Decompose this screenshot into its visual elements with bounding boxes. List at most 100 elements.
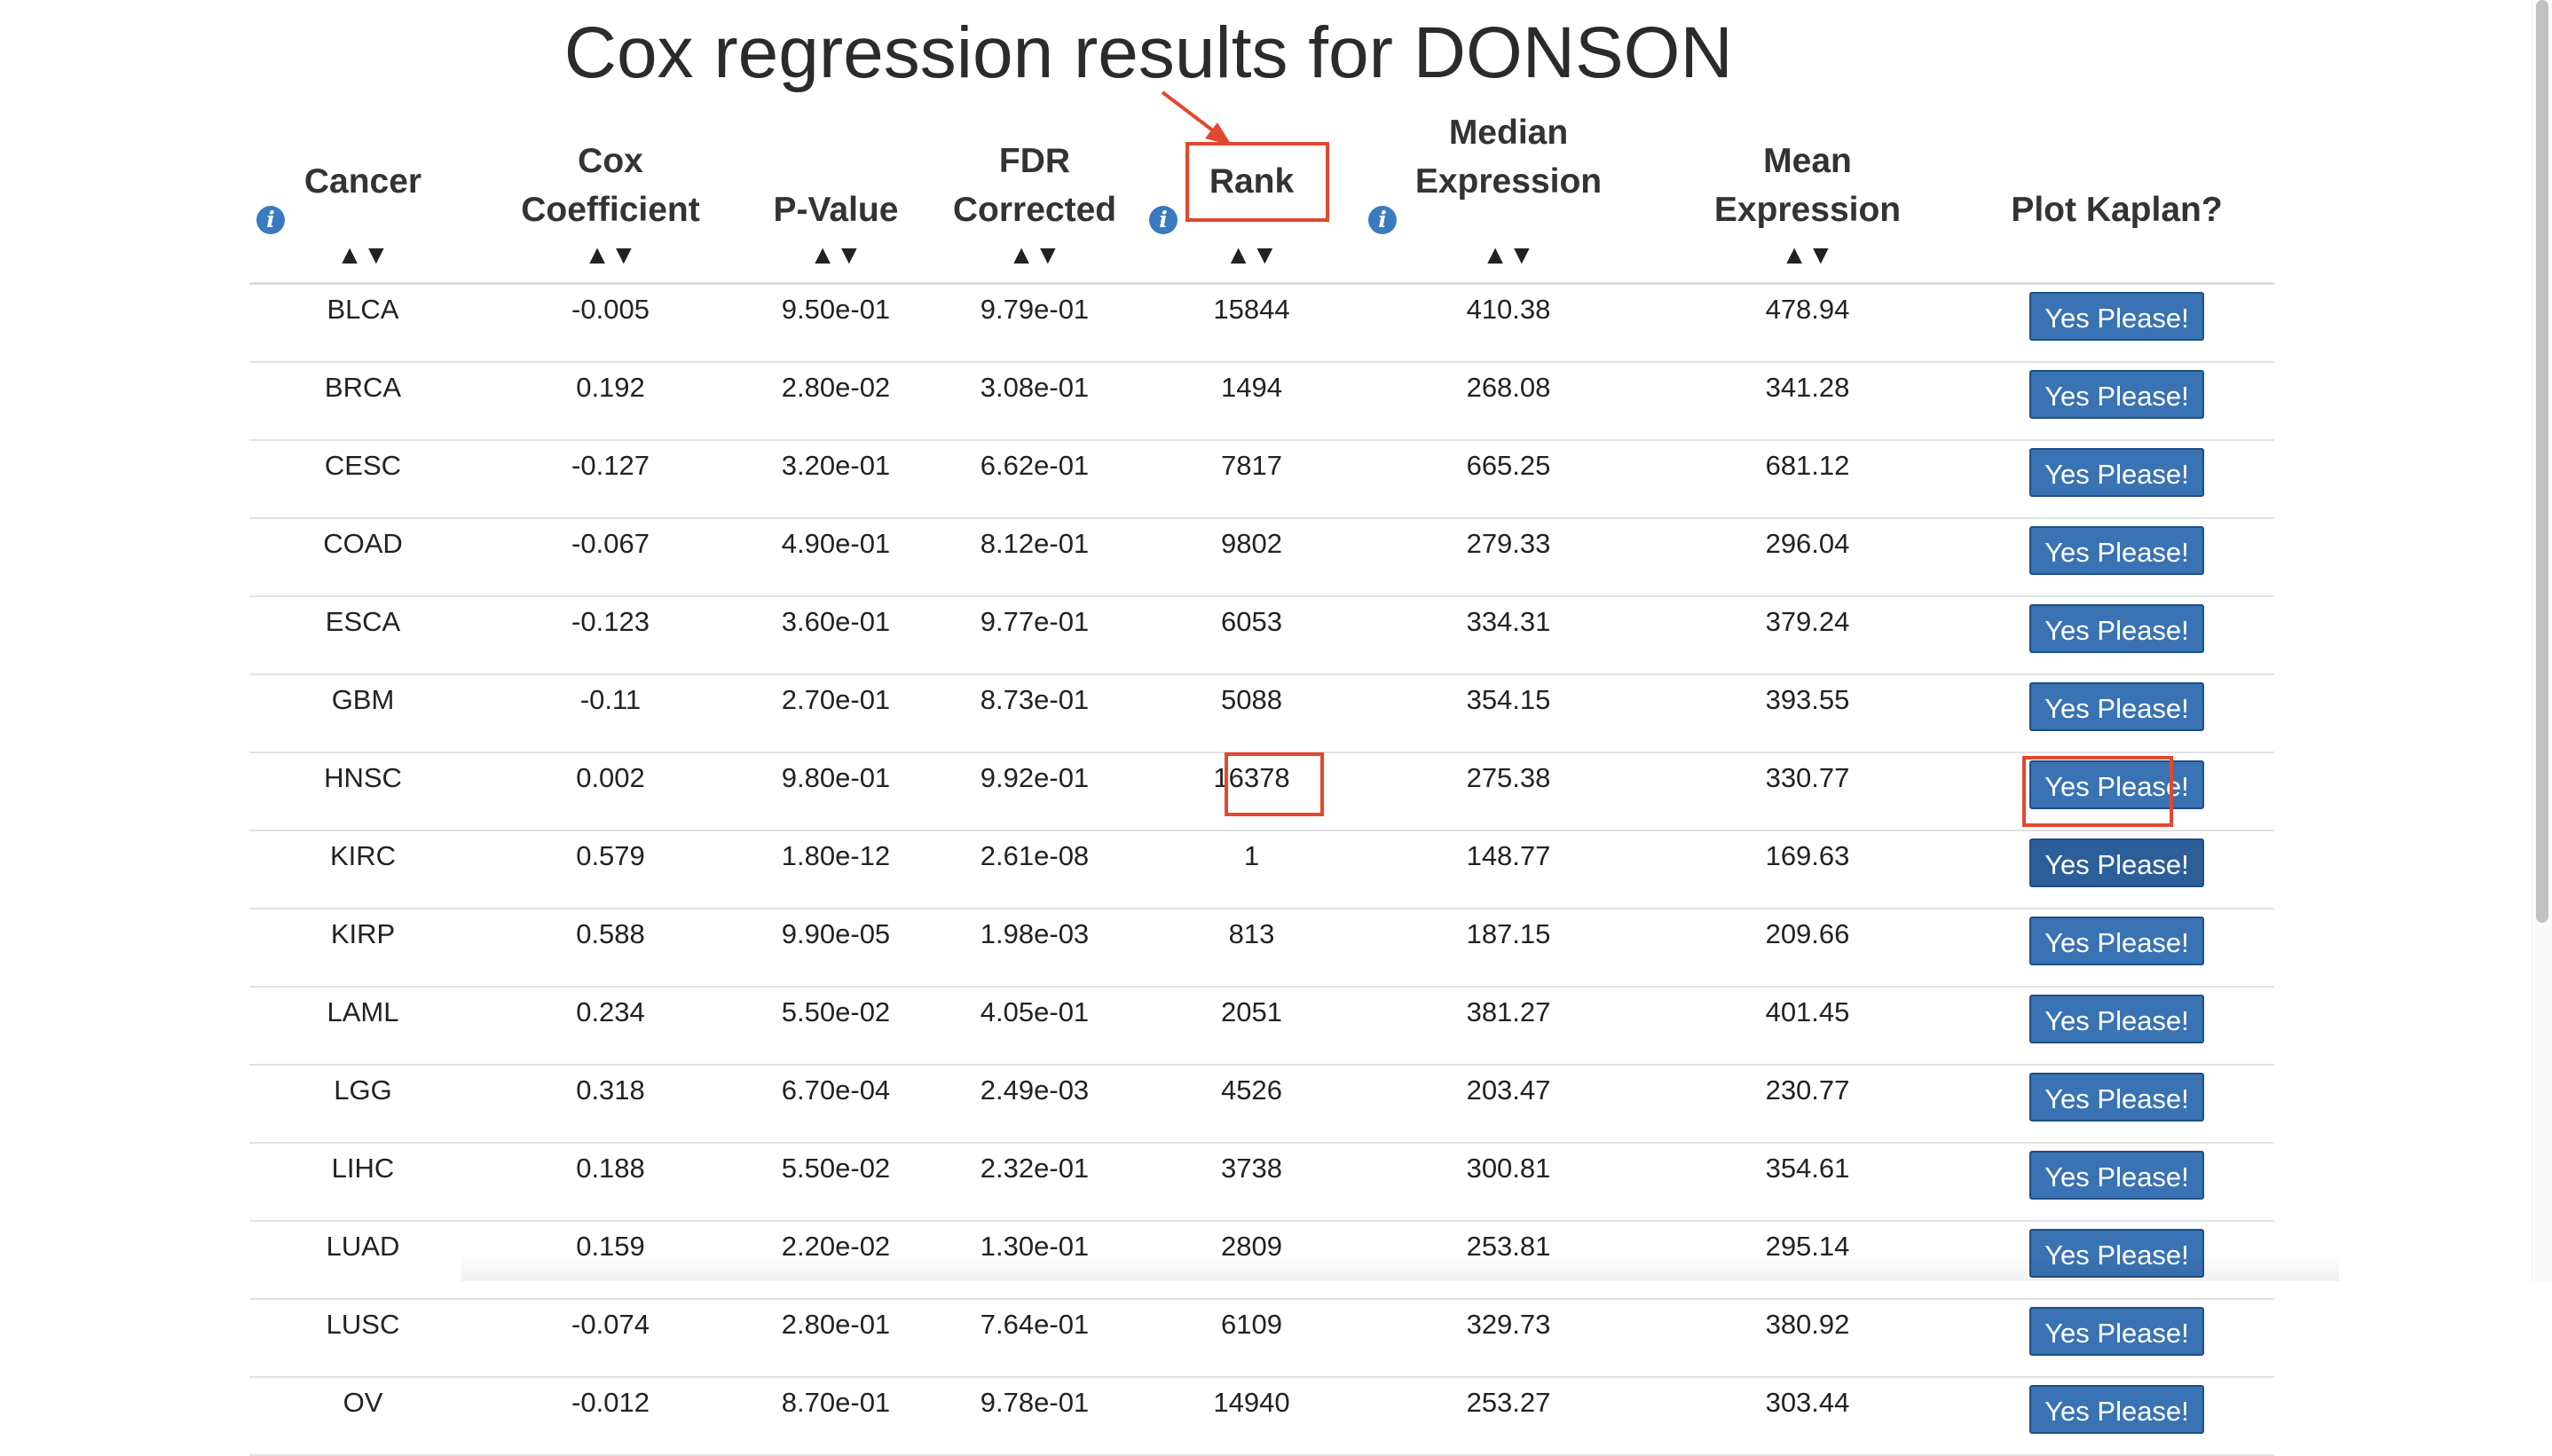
cell-cancer: OV — [249, 1377, 477, 1456]
cell-cox: -0.067 — [477, 518, 744, 597]
cell-pvalue: 4.90e-01 — [744, 518, 927, 597]
plot-kaplan-button[interactable]: Yes Please! — [2029, 1151, 2204, 1200]
cell-cox: 0.002 — [477, 752, 744, 831]
table-row: KIRC 0.579 1.80e-12 2.61e-08 1 148.77 169.63 Ye… — [249, 830, 2274, 909]
cell-median: 268.08 — [1361, 362, 1656, 441]
cell-fdr: 2.61e-08 — [927, 830, 1142, 909]
cell-cancer: LGG — [249, 1065, 477, 1144]
cell-cox: -0.074 — [477, 1299, 744, 1378]
table-row: ESCA -0.123 3.60e-01 9.77e-01 6053 334.31 379.… — [249, 596, 2274, 675]
cell-cox: 0.192 — [477, 362, 744, 441]
sort-icon[interactable]: ▲▼ — [809, 240, 862, 270]
cell-median: 329.73 — [1361, 1299, 1656, 1378]
plot-kaplan-button[interactable]: Yes Please! — [2029, 1385, 2204, 1434]
col-header-label: Expression — [1414, 162, 1603, 201]
plot-kaplan-button[interactable]: Yes Please! — [2029, 760, 2204, 809]
col-header-label: Rank — [1209, 162, 1295, 201]
table-row: KIRP 0.588 9.90e-05 1.98e-03 813 187.15 209.66… — [249, 909, 2274, 988]
cell-median: 300.81 — [1361, 1143, 1656, 1222]
cell-median: 187.15 — [1361, 909, 1656, 988]
table-row: LIHC 0.188 5.50e-02 2.32e-01 3738 300.81 354.6… — [249, 1143, 2274, 1222]
cell-pvalue: 2.80e-02 — [744, 362, 927, 441]
cell-mean: 303.44 — [1656, 1377, 1959, 1456]
cell-median: 334.31 — [1361, 596, 1656, 675]
cell-pvalue: 2.70e-01 — [744, 674, 927, 753]
cell-fdr: 1.98e-03 — [927, 909, 1142, 988]
col-header-median-expression[interactable]: Median Expression i ▲▼ — [1361, 106, 1656, 285]
sort-icon[interactable]: ▲▼ — [1482, 240, 1535, 270]
col-header-rank[interactable]: Rank i ▲▼ — [1142, 106, 1361, 285]
sort-icon[interactable]: ▲▼ — [1008, 240, 1061, 270]
cell-fdr: 9.77e-01 — [927, 596, 1142, 675]
cell-pvalue: 3.20e-01 — [744, 440, 927, 519]
plot-kaplan-button[interactable]: Yes Please! — [2029, 995, 2204, 1043]
cell-pvalue: 5.50e-02 — [744, 987, 927, 1066]
col-header-fdr-corrected[interactable]: FDR Corrected ▲▼ — [927, 106, 1142, 285]
vertical-scrollbar[interactable] — [2532, 0, 2552, 1281]
cell-rank: 6053 — [1142, 596, 1361, 675]
col-header-label: P-Value — [773, 191, 899, 229]
plot-kaplan-button[interactable]: Yes Please! — [2029, 1307, 2204, 1356]
col-header-cancer-label: Cancer — [303, 162, 422, 201]
header-row: Cancer i ▲▼ Cox Coefficient ▲▼ P-Value ▲▼ … — [249, 106, 2274, 285]
cell-median: 410.38 — [1361, 283, 1656, 363]
col-header-cancer[interactable]: Cancer i ▲▼ — [249, 106, 477, 285]
cell-cancer: GBM — [249, 674, 477, 753]
cell-cancer: BRCA — [249, 362, 477, 441]
cell-cancer: KIRC — [249, 830, 477, 909]
cell-mean: 401.45 — [1656, 987, 1959, 1066]
cell-pvalue: 5.50e-02 — [744, 1143, 927, 1222]
info-icon[interactable]: i — [1149, 206, 1178, 234]
col-header-p-value[interactable]: P-Value ▲▼ — [744, 106, 927, 285]
plot-kaplan-button[interactable]: Yes Please! — [2029, 604, 2204, 653]
col-header-cox-coefficient[interactable]: Cox Coefficient ▲▼ — [477, 106, 744, 285]
cell-mean: 169.63 — [1656, 830, 1959, 909]
cell-fdr: 4.05e-01 — [927, 987, 1142, 1066]
cell-median: 354.15 — [1361, 674, 1656, 753]
cell-mean: 354.61 — [1656, 1143, 1959, 1222]
cell-fdr: 9.92e-01 — [927, 752, 1142, 831]
cell-cancer: LUAD — [249, 1221, 477, 1300]
cell-plot: Yes Please! — [1959, 987, 2274, 1066]
sort-icon[interactable]: ▲▼ — [336, 240, 390, 270]
plot-kaplan-button[interactable]: Yes Please! — [2029, 1073, 2204, 1122]
cell-cox: -0.11 — [477, 674, 744, 753]
sort-icon[interactable]: ▲▼ — [584, 240, 637, 270]
cell-cox: -0.012 — [477, 1377, 744, 1456]
info-icon[interactable]: i — [256, 206, 285, 234]
plot-kaplan-button[interactable]: Yes Please! — [2029, 448, 2204, 497]
cell-plot: Yes Please! — [1959, 1065, 2274, 1144]
cell-rank: 2051 — [1142, 987, 1361, 1066]
cell-mean: 341.28 — [1656, 362, 1959, 441]
sort-icon[interactable]: ▲▼ — [1781, 240, 1834, 270]
plot-kaplan-button[interactable]: Yes Please! — [2029, 370, 2204, 419]
col-header-mean-expression[interactable]: Mean Expression ▲▼ — [1656, 106, 1959, 285]
plot-kaplan-button[interactable]: Yes Please! — [2029, 917, 2204, 965]
table-row: CESC -0.127 3.20e-01 6.62e-01 7817 665.25 681.… — [249, 440, 2274, 519]
annotation-box-plot-button — [2022, 756, 2173, 827]
cell-median: 279.33 — [1361, 518, 1656, 597]
plot-kaplan-button[interactable]: Yes Please! — [2029, 526, 2204, 575]
table-row: BRCA 0.192 2.80e-02 3.08e-01 1494 268.08 341.2… — [249, 362, 2274, 441]
cell-fdr: 2.49e-03 — [927, 1065, 1142, 1144]
cell-median: 381.27 — [1361, 987, 1656, 1066]
cell-pvalue: 3.60e-01 — [744, 596, 927, 675]
cell-cancer: HNSC — [249, 752, 477, 831]
cell-fdr: 9.78e-01 — [927, 1377, 1142, 1456]
col-header-label: Expression — [1713, 191, 1902, 229]
bottom-fade — [461, 1255, 2339, 1281]
plot-kaplan-button[interactable]: Yes Please! — [2029, 1229, 2204, 1278]
scrollbar-thumb[interactable] — [2536, 0, 2548, 923]
cell-rank: 15844 — [1142, 283, 1361, 363]
info-icon[interactable]: i — [1368, 206, 1397, 234]
plot-kaplan-button[interactable]: Yes Please! — [2029, 292, 2204, 341]
cell-plot: Yes Please! — [1959, 752, 2274, 831]
col-header-label: Mean — [1763, 142, 1852, 180]
cell-mean: 230.77 — [1656, 1065, 1959, 1144]
plot-kaplan-button[interactable]: Yes Please! — [2029, 838, 2204, 887]
sort-icon[interactable]: ▲▼ — [1225, 240, 1279, 270]
plot-kaplan-button[interactable]: Yes Please! — [2029, 682, 2204, 731]
cell-plot: Yes Please! — [1959, 1377, 2274, 1456]
cell-median: 203.47 — [1361, 1065, 1656, 1144]
cell-pvalue: 9.50e-01 — [744, 283, 927, 363]
